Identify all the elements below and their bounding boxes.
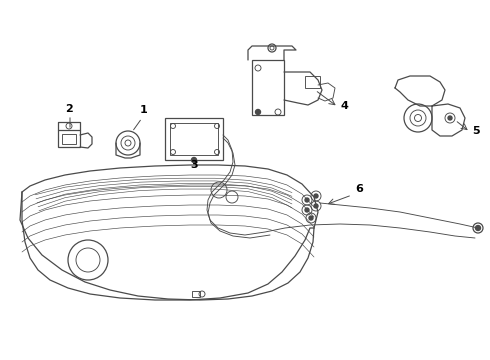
Text: 2: 2 <box>65 104 73 114</box>
Text: 6: 6 <box>355 184 363 194</box>
Circle shape <box>448 116 452 120</box>
Bar <box>192 291 200 297</box>
Circle shape <box>255 109 261 114</box>
Text: 4: 4 <box>340 101 348 111</box>
Circle shape <box>192 158 196 162</box>
Text: 3: 3 <box>190 160 198 170</box>
Text: 1: 1 <box>140 105 148 115</box>
Bar <box>305 76 320 88</box>
Bar <box>62 134 76 144</box>
Bar <box>165 118 223 160</box>
Circle shape <box>305 208 309 212</box>
Circle shape <box>475 225 481 230</box>
Bar <box>170 123 218 155</box>
Circle shape <box>305 198 309 202</box>
Text: 5: 5 <box>472 126 480 136</box>
Circle shape <box>314 204 318 208</box>
Bar <box>58 130 80 147</box>
Circle shape <box>314 194 318 198</box>
Bar <box>252 60 284 115</box>
Circle shape <box>309 216 313 220</box>
